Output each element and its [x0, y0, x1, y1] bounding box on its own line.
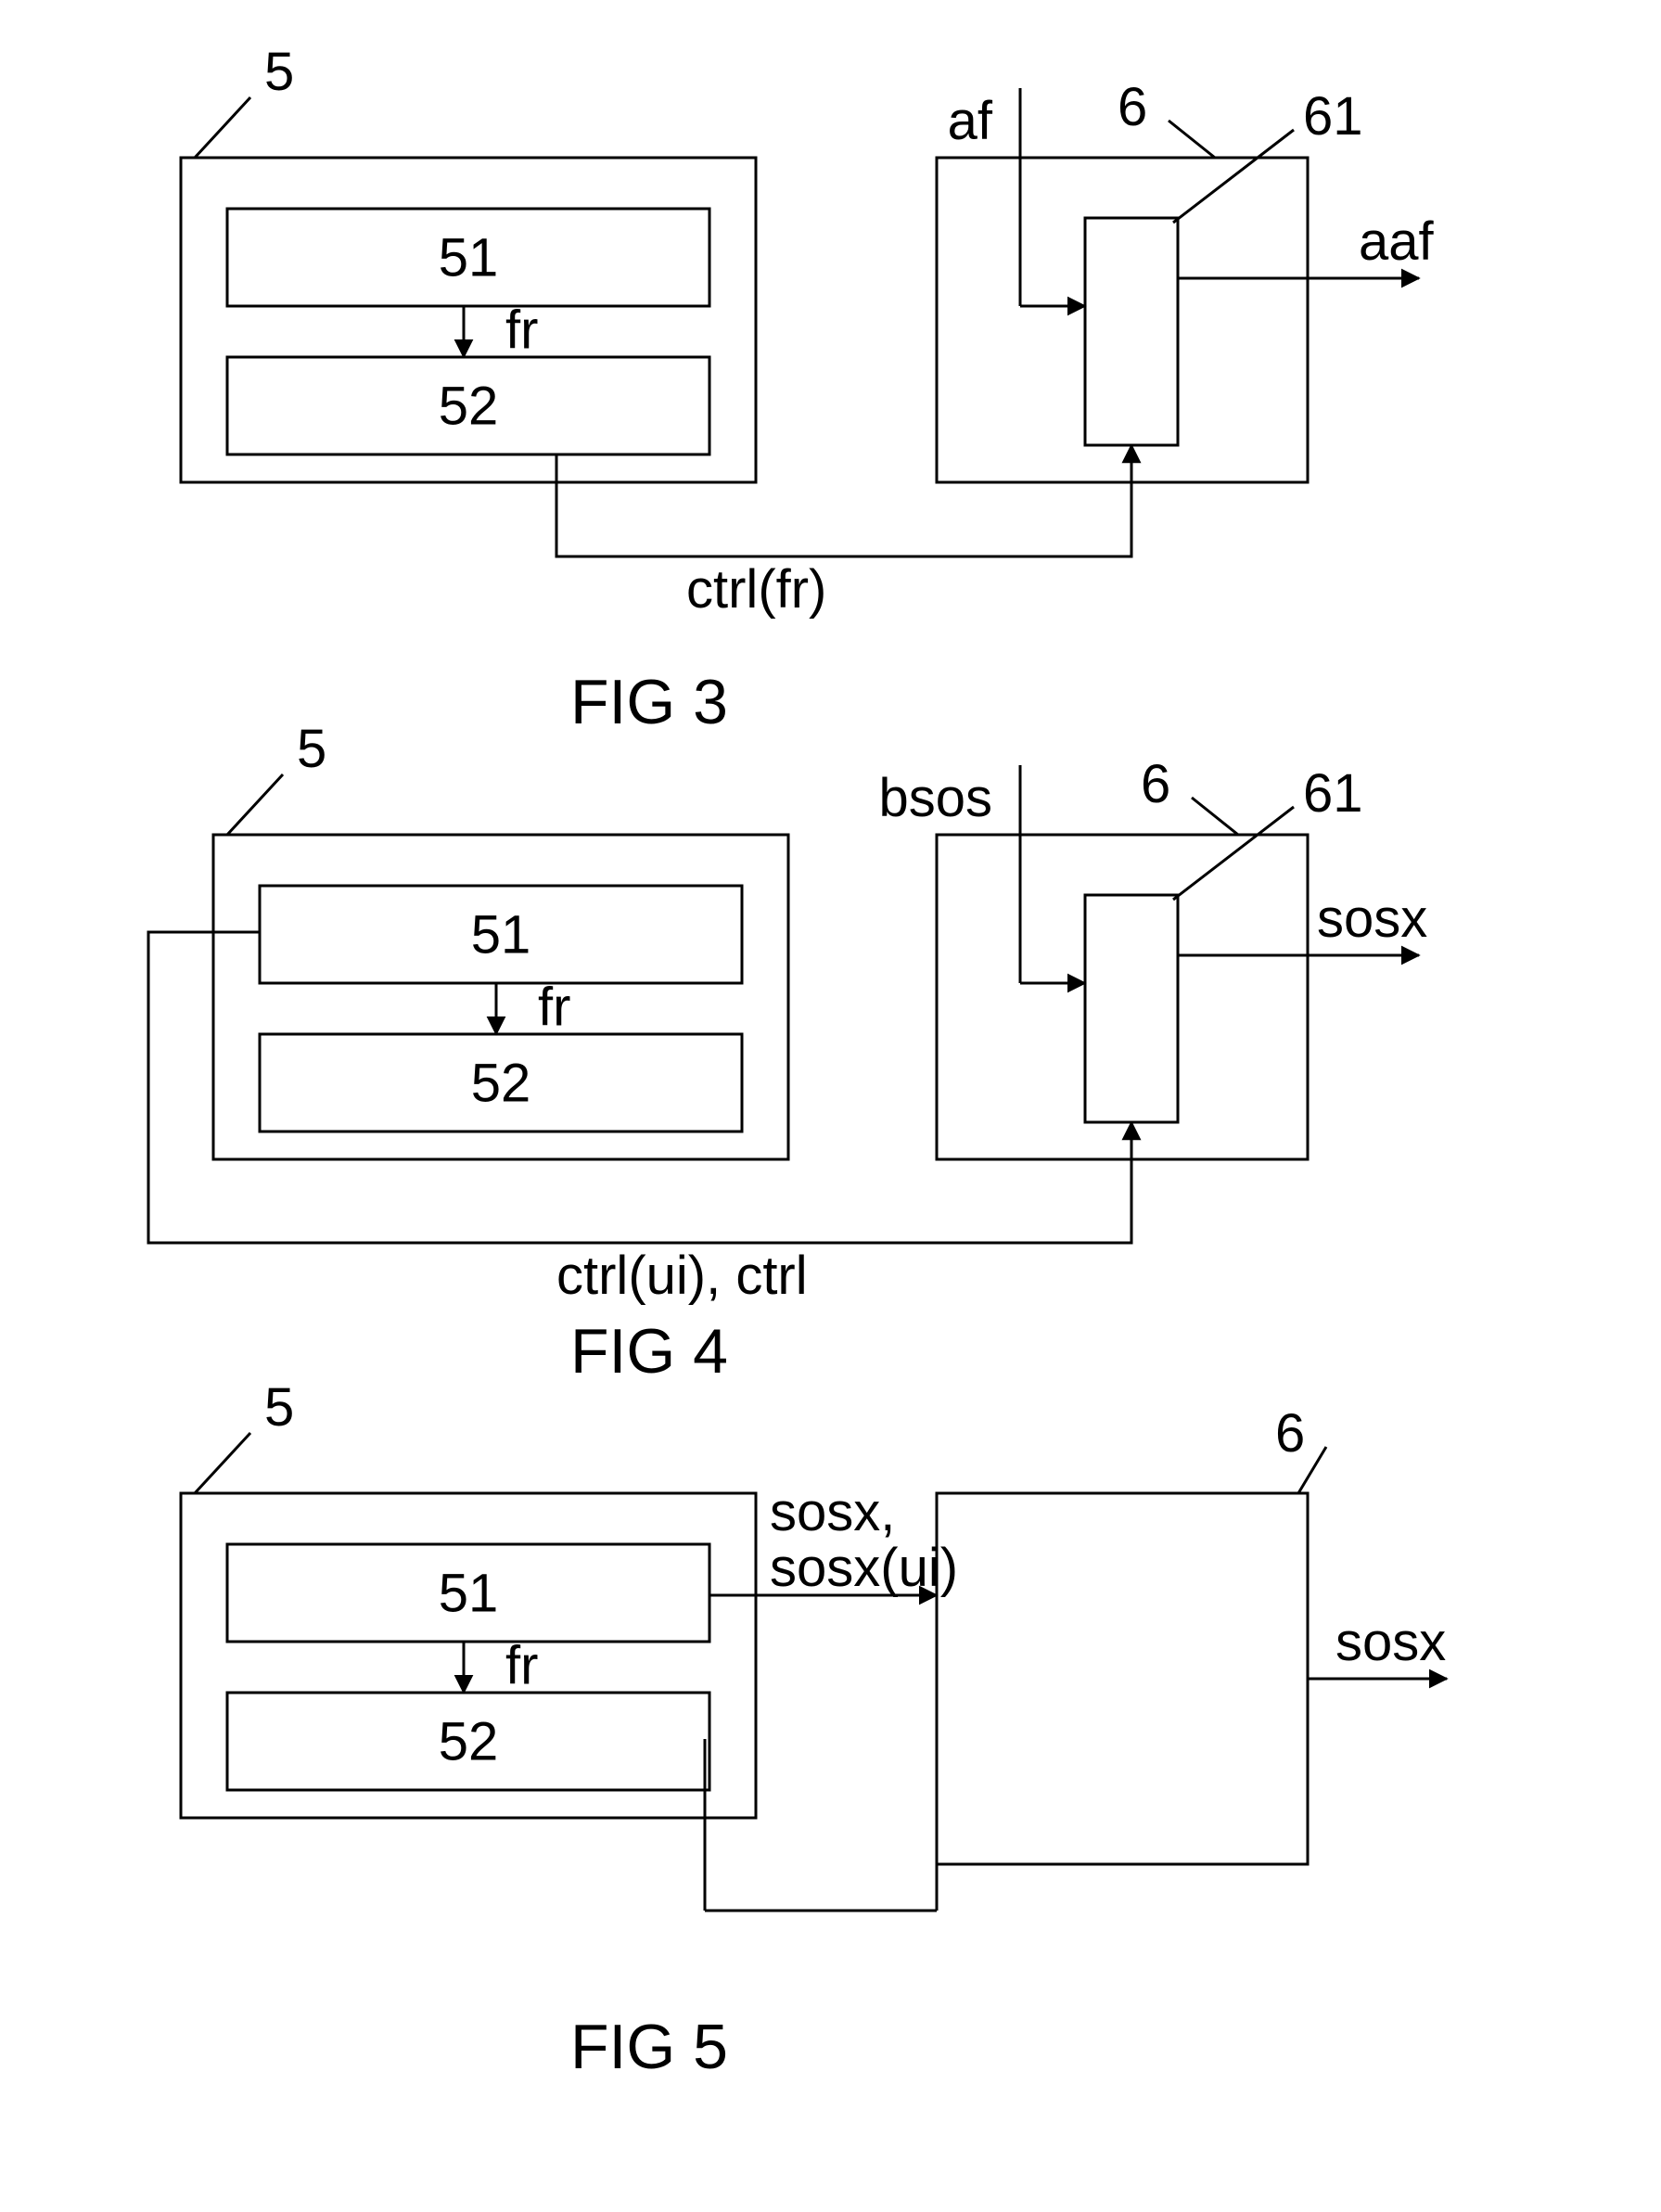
fig3-leader-61: [1173, 130, 1294, 223]
fig3-caption: FIG 3: [570, 667, 728, 737]
fig4-block6: [937, 835, 1308, 1159]
fig5-label-sosx-in1: sosx,: [770, 1482, 895, 1542]
fig3-block6: [937, 158, 1308, 482]
fig3-ctrlfr: [556, 445, 1131, 556]
fig5-label-sosx-out: sosx: [1335, 1612, 1446, 1672]
fig5-label-sosx-in2: sosx(ui): [770, 1538, 958, 1598]
fig4-ref-6: 6: [1141, 754, 1170, 814]
fig3-leader-5: [195, 97, 250, 158]
fig3-label-af: af: [948, 91, 993, 151]
fig5-ref-5: 5: [264, 1377, 294, 1438]
fig4-caption: FIG 4: [570, 1316, 728, 1387]
fig5-caption: FIG 5: [570, 2012, 728, 2082]
fig5-label-51: 51: [439, 1564, 499, 1624]
fig3-label-ctrlfr: ctrl(fr): [686, 559, 826, 620]
fig4-ref-5: 5: [297, 719, 326, 779]
fig4-leader-6: [1192, 798, 1238, 835]
fig4-label-sosx: sosx: [1317, 889, 1427, 949]
fig5-label-52: 52: [439, 1712, 499, 1772]
fig4-ref-61: 61: [1303, 763, 1363, 824]
fig4-label-fr: fr: [538, 978, 570, 1038]
fig4-ctrlui: [148, 932, 1131, 1243]
fig3-label-51: 51: [439, 228, 499, 288]
fig4-block61: [1085, 895, 1178, 1122]
fig5-ref-6: 6: [1275, 1403, 1305, 1464]
fig4-label-52: 52: [471, 1054, 531, 1114]
fig5-label-fr: fr: [505, 1636, 538, 1696]
fig3-ref-61: 61: [1303, 86, 1363, 147]
fig4-leader-5: [227, 774, 283, 835]
fig3-label-52: 52: [439, 377, 499, 437]
fig5-leader-5: [195, 1433, 250, 1493]
fig4-leader-61: [1173, 807, 1294, 900]
fig5-block6: [937, 1493, 1308, 1864]
fig4-label-51: 51: [471, 905, 531, 965]
fig3-ref-5: 5: [264, 42, 294, 102]
fig4-label-ctrlui: ctrl(ui), ctrl: [556, 1246, 808, 1306]
fig3-ref-6: 6: [1118, 77, 1147, 137]
fig3-block61: [1085, 218, 1178, 445]
fig4-label-bsos: bsos: [878, 768, 992, 828]
fig3-leader-6: [1169, 121, 1215, 158]
fig3-label-fr: fr: [505, 300, 538, 361]
fig3-label-aaf: aaf: [1359, 211, 1435, 272]
